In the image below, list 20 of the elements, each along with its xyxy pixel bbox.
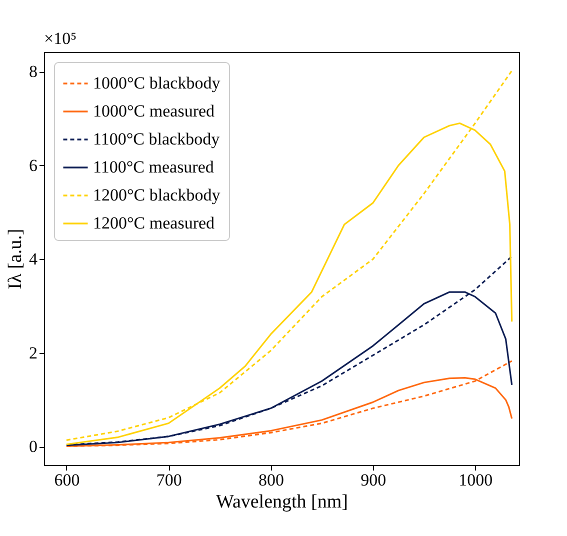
legend-label: 1000°C blackbody [93, 74, 221, 92]
y-axis-title: Iλ [a.u.] [5, 228, 26, 290]
y-tick-label: 8 [29, 62, 38, 82]
x-tick-label: 1000 [458, 470, 493, 490]
x-axis-title: Wavelength [nm] [216, 492, 348, 512]
y-tick-label: 0 [29, 437, 38, 456]
legend-label: 1200°C blackbody [93, 186, 221, 204]
text: ×10⁵ [44, 29, 77, 48]
legend-label: 1000°C measured [93, 102, 216, 120]
legend-label: 1200°C measured [93, 214, 216, 232]
x-tick-label: 900 [360, 470, 386, 490]
y-tick-label: 4 [29, 250, 38, 269]
legend-label: 1100°C blackbody [93, 130, 220, 148]
line-series [66, 70, 513, 441]
y-tick-label: 2 [29, 343, 38, 362]
legend-label: 1100°C measured [93, 158, 214, 176]
x-tick-label: 800 [258, 470, 284, 490]
x-tick-label: 600 [54, 470, 80, 490]
y-tick-label: 6 [29, 156, 38, 175]
x-tick-label: 700 [156, 470, 182, 490]
